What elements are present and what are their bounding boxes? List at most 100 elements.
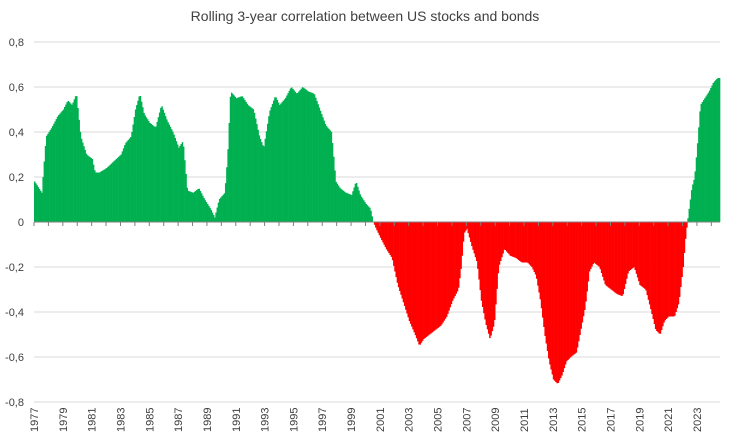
bar [161,106,163,222]
bar [210,210,213,222]
bar [291,87,293,222]
x-tick-label: 2003 [404,408,416,432]
bar [164,116,167,222]
bar [176,144,179,222]
bar [238,97,240,222]
bar [453,222,455,299]
bar [187,190,190,222]
bar [259,139,262,222]
bar [510,222,513,257]
bar [503,222,506,250]
bar [156,121,159,222]
bar [603,222,605,281]
bar [415,222,418,339]
bar [339,187,341,222]
bar [427,222,430,336]
bar [205,202,208,222]
bar [617,222,620,295]
bar [232,94,234,222]
bar [612,222,615,292]
bar [457,222,460,288]
bar [605,222,608,286]
bar [400,222,402,295]
bar [384,222,387,248]
bar [82,142,84,222]
bar [445,222,448,317]
bar [381,222,383,241]
bar [315,97,317,222]
bar [319,110,322,222]
bar [137,100,139,222]
bar [270,107,273,222]
bar [48,132,50,222]
bar [609,222,611,289]
bar [337,185,340,222]
bar [443,222,446,321]
bar [163,112,166,222]
bar [460,222,462,269]
bar [704,98,706,222]
bar [73,99,76,222]
bar [179,145,181,222]
bar [646,222,649,296]
bar [256,124,258,222]
bar [684,222,687,239]
bar [636,222,639,278]
bar [102,170,104,222]
bar [269,110,271,222]
bar [449,222,452,308]
bar [489,222,491,339]
bar [588,222,591,272]
bar [469,222,472,242]
bar [227,149,229,222]
bar [690,190,693,222]
bar [121,151,124,222]
bar [373,222,376,225]
bar [353,187,355,222]
bar [212,215,215,222]
bar [521,222,524,263]
bar [520,222,522,262]
bar [133,117,136,222]
bar [491,222,494,332]
bar [432,222,435,332]
bar [258,135,261,222]
bar [461,222,464,256]
bar [313,94,316,222]
bar [563,222,566,369]
bar [556,222,558,384]
bar [297,92,299,222]
bar [175,141,178,222]
bar [60,112,62,222]
bar [287,93,289,222]
bar [654,222,657,329]
bar [680,222,682,287]
bar [397,222,400,288]
bar [681,222,683,277]
bar [387,222,389,252]
bar [477,222,479,269]
bar [140,101,143,222]
bar [142,107,144,222]
bar [245,102,247,222]
bar [532,222,534,270]
bar [490,222,492,336]
bar [230,92,233,222]
bar [76,96,78,222]
bar [567,222,569,360]
bar [253,112,256,222]
bar [573,222,575,355]
bar [485,222,488,325]
bar [418,222,420,345]
bar [298,91,300,222]
bar [594,222,597,264]
bar [393,222,395,266]
bar [169,126,172,222]
bar [508,222,510,255]
bar [181,142,184,222]
bar [670,222,673,317]
bar [34,181,36,222]
bar [86,155,89,222]
bar [218,198,221,222]
